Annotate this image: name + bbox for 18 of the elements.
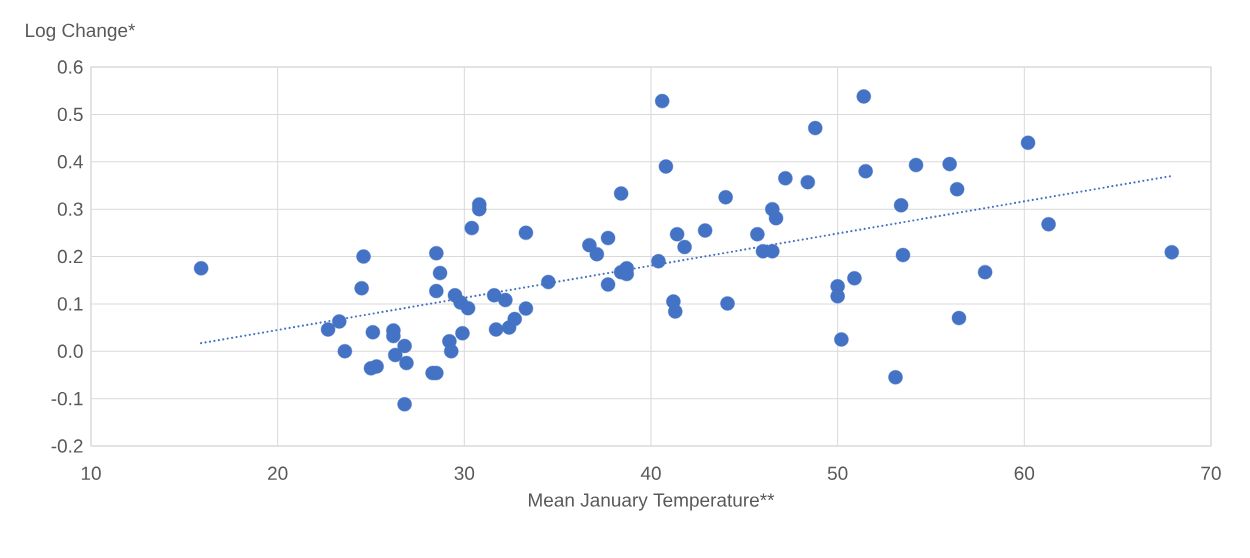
y-tick-label: 0.2 bbox=[57, 249, 83, 264]
y-tick-label: 0.0 bbox=[57, 344, 83, 358]
x-axis-title: Mean January Temperature** bbox=[528, 493, 775, 511]
y-tick-label: -0.1 bbox=[51, 391, 83, 406]
x-tick-label: 20 bbox=[268, 466, 288, 480]
y-tick-label: 0.4 bbox=[57, 155, 83, 169]
x-tick-label: 50 bbox=[827, 466, 848, 480]
y-tick-label: 0.6 bbox=[57, 60, 83, 74]
x-tick-label: 60 bbox=[1014, 466, 1035, 480]
y-axis-title: Log Change* bbox=[26, 23, 136, 41]
x-tick-label: 30 bbox=[454, 466, 475, 480]
x-tick-label: 40 bbox=[640, 466, 661, 480]
y-tick-label: 0.5 bbox=[57, 107, 83, 122]
x-tick-label: 70 bbox=[1201, 466, 1221, 480]
x-tick-label: 10 bbox=[81, 466, 101, 480]
y-tick-label: -0.2 bbox=[51, 439, 83, 453]
y-tick-label: 0.1 bbox=[57, 297, 83, 311]
y-tick-label: 0.3 bbox=[57, 202, 83, 216]
